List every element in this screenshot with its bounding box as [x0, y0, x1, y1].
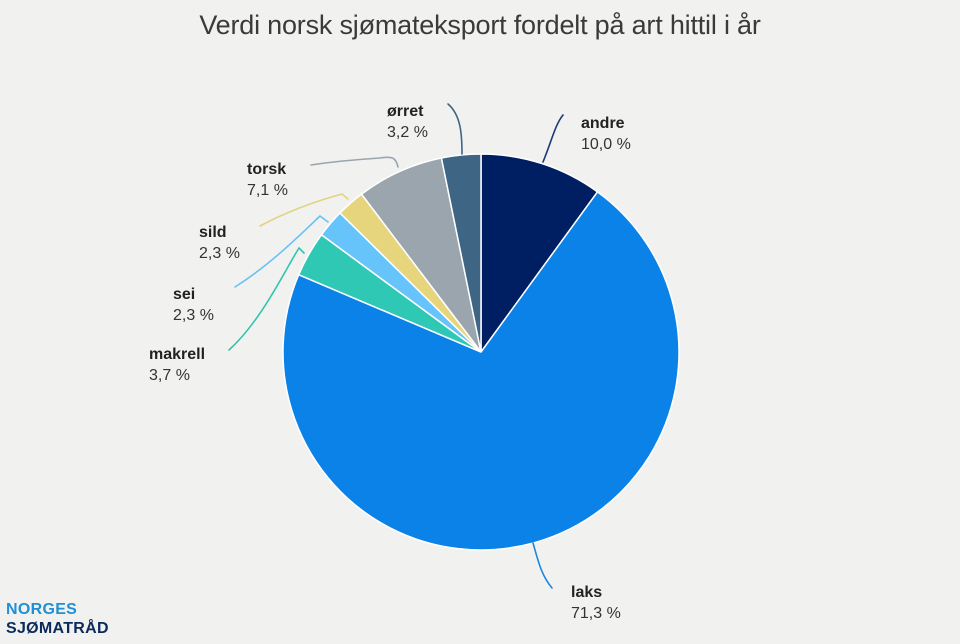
logo-line-1: NORGES [6, 601, 78, 618]
leader-line-orret [447, 103, 463, 155]
leader-line-sei [234, 214, 329, 288]
label-orret: ørret 3,2 % [387, 101, 428, 143]
leader-line-laks [532, 542, 553, 589]
label-andre: andre 10,0 % [581, 113, 631, 155]
label-sild: sild 2,3 % [199, 222, 240, 264]
label-makrell: makrell 3,7 % [149, 344, 205, 386]
label-torsk: torsk 7,1 % [247, 159, 288, 201]
label-makrell-name: makrell [149, 346, 206, 363]
label-laks-value: 71,3 % [571, 605, 621, 622]
label-sild-name: sild [199, 224, 227, 241]
leader-lines [228, 103, 564, 589]
logo-line-2: SJØMATRÅD [6, 620, 109, 637]
leader-line-andre [542, 114, 564, 163]
pie-slice-orret [440, 153, 482, 353]
label-orret-name: ørret [387, 103, 424, 120]
label-sei-name: sei [173, 286, 196, 303]
label-torsk-name: torsk [247, 161, 287, 178]
leader-line-sild [259, 193, 349, 227]
label-laks-name: laks [571, 584, 603, 601]
label-andre-value: 10,0 % [581, 136, 631, 153]
norges-sjomatrad-logo: NORGES SJØMATRÅD [6, 600, 109, 638]
leader-line-torsk [310, 156, 399, 168]
pie-slices [282, 153, 680, 551]
label-sei: sei 2,3 % [173, 284, 214, 326]
label-orret-value: 3,2 % [387, 124, 428, 141]
label-torsk-value: 7,1 % [247, 182, 288, 199]
pie-slice-laks [282, 190, 680, 551]
label-makrell-value: 3,7 % [149, 367, 190, 384]
chart-title: Verdi norsk sjømateksport fordelt på art… [199, 10, 761, 40]
leader-line-makrell [228, 246, 305, 351]
label-laks: laks 71,3 % [571, 582, 621, 624]
label-sild-value: 2,3 % [199, 245, 240, 262]
label-sei-value: 2,3 % [173, 307, 214, 324]
pie-slice-andre [480, 153, 599, 355]
label-andre-name: andre [581, 115, 625, 132]
